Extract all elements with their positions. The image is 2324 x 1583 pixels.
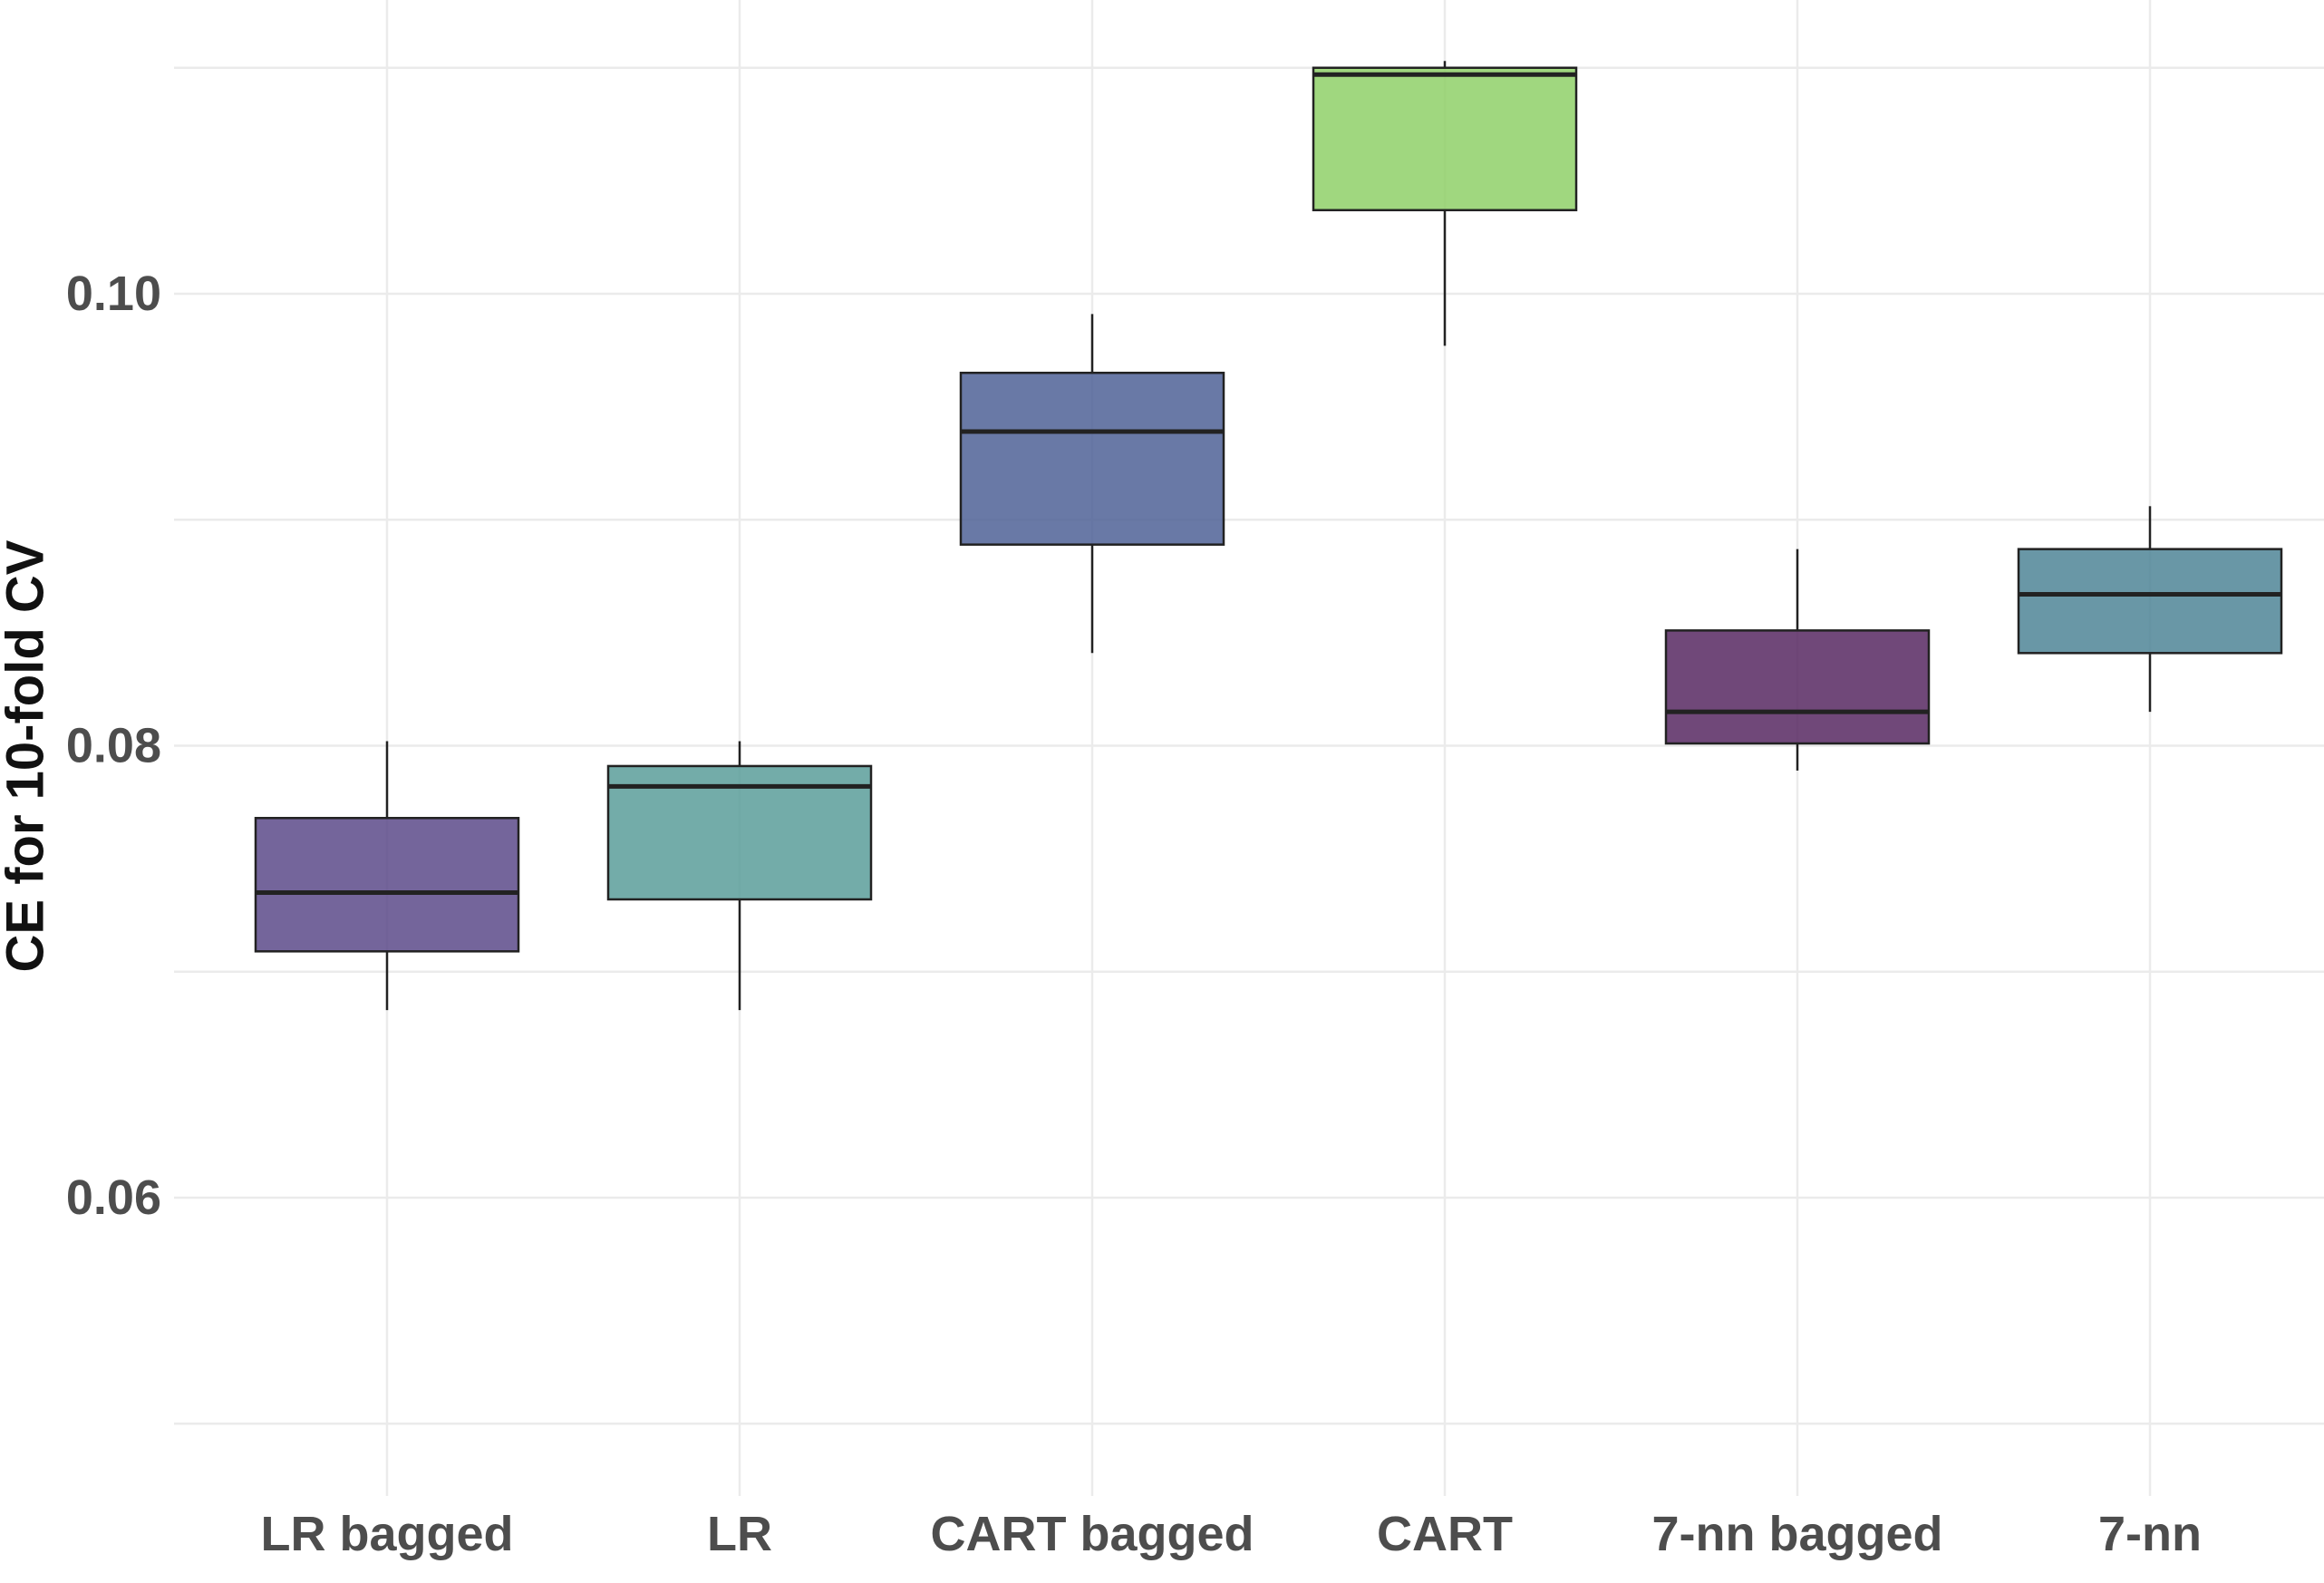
- x-tick-label: CART: [1377, 1507, 1513, 1561]
- grid-lines: [174, 0, 2324, 1496]
- y-tick-labels: 0.06 0.08 0.10: [66, 267, 161, 1225]
- box-iqr: [1664, 629, 1931, 745]
- box-cart-bagged: [959, 314, 1225, 654]
- x-tick-label: 7-nn bagged: [1652, 1507, 1943, 1561]
- y-tick-label: 0.06: [66, 1170, 161, 1225]
- x-tick-labels: LR bagged LR CART bagged CART 7-nn bagged 7-n…: [261, 1507, 2203, 1561]
- box-iqr: [254, 817, 520, 953]
- box-iqr: [959, 371, 1225, 546]
- y-axis-label: CE for 10-fold CV: [0, 539, 55, 973]
- box-lr-bagged: [254, 741, 520, 1011]
- box-cart: [1312, 61, 1578, 346]
- x-tick-label: LR: [707, 1507, 772, 1561]
- box-iqr: [2017, 548, 2283, 655]
- box-7-nn: [2017, 506, 2283, 713]
- y-tick-label: 0.10: [66, 267, 161, 321]
- x-tick-label: LR bagged: [261, 1507, 514, 1561]
- x-tick-label: CART bagged: [931, 1507, 1254, 1561]
- y-tick-label: 0.08: [66, 719, 161, 773]
- box-iqr: [1312, 66, 1578, 212]
- box-lr: [606, 741, 873, 1011]
- box-7-nn-bagged: [1664, 549, 1931, 771]
- boxes: [254, 61, 2283, 1011]
- x-tick-label: 7-nn: [2098, 1507, 2202, 1561]
